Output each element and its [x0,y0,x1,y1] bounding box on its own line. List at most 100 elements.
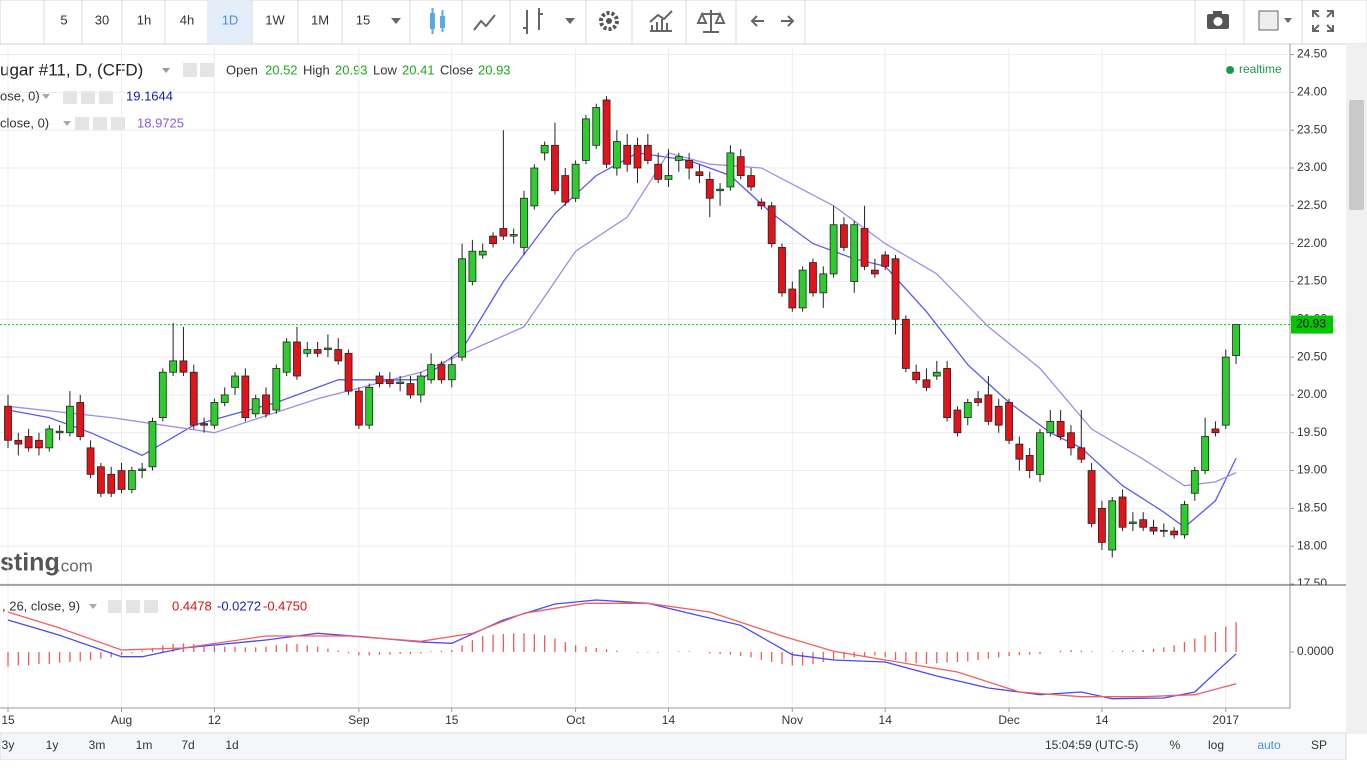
candle-body [912,371,921,381]
range-button[interactable]: 3y [2,738,15,752]
candle-body [643,144,652,161]
candle [468,239,477,286]
candle [76,394,85,441]
scrollbar[interactable] [1346,44,1367,734]
settings-icon[interactable] [599,11,619,31]
candle [767,202,776,248]
interval-button[interactable]: 30 [95,12,109,27]
candle-body [974,398,982,403]
compare-icon[interactable] [696,10,726,33]
candle-body [468,250,477,282]
candle-body [891,258,900,320]
candles-icon[interactable] [430,8,445,34]
candle-body [447,364,456,381]
candle-body [1159,529,1168,532]
candle [437,360,446,384]
candle [685,152,694,180]
candle-body [963,402,972,419]
candle-body [1232,324,1240,356]
candle [840,217,848,252]
y-tick-label: 20.00 [1297,387,1327,401]
macd-line [7,602,1237,698]
candle-body [272,368,281,411]
candle-body [881,254,890,267]
range-button[interactable]: 1y [46,738,59,752]
interval-dropdown[interactable] [391,18,401,24]
scale-option[interactable]: log [1208,738,1224,752]
candle [705,171,714,218]
realtime-label: realtime [1239,62,1282,76]
candle-body [932,371,941,377]
candle-body [1087,470,1096,524]
x-tick-label: 2017 [1212,713,1239,727]
redo-icon[interactable] [781,15,795,27]
snapshot-icon[interactable] [1207,11,1229,29]
range-button[interactable]: 7d [181,738,194,752]
interval-button[interactable]: 15 [356,12,370,27]
title-buttons[interactable] [183,63,214,77]
candle [416,372,425,403]
candle [798,266,807,312]
candle [695,164,704,184]
candle [1159,523,1168,538]
candle [819,266,828,308]
ma-legend-name: ose, 0) [0,88,40,103]
last-price-box [1291,315,1333,334]
chart-type-dropdown[interactable] [565,18,575,24]
interval-button[interactable]: 1M [311,12,329,27]
bars-icon[interactable] [523,8,543,34]
y-tick-label: 19.00 [1297,463,1327,477]
candle [334,338,343,365]
interval-button[interactable]: 1W [265,12,285,27]
candle-body [1201,436,1210,471]
range-button[interactable]: 1d [225,738,238,752]
candle-body [1170,530,1179,536]
candle [881,251,890,271]
undo-icon[interactable] [750,15,764,27]
candle-body [602,99,611,165]
candle [623,133,632,172]
candle [1201,417,1210,475]
macd-legend-value: -0.0272 [217,598,261,613]
range-button[interactable]: 1m [136,738,153,752]
layout-icon[interactable] [1258,10,1292,31]
title-dropdown[interactable] [162,68,170,73]
interval-button[interactable]: 1D [222,12,239,27]
candle-body [35,439,43,449]
candle-body [1108,500,1117,551]
candle-body [716,188,724,192]
close-value: 20.93 [478,62,511,77]
candle-body [633,144,642,169]
candle [24,428,33,452]
indicators-icon[interactable] [649,10,673,32]
candle [375,372,384,388]
last-price-label: 20.93 [1296,317,1326,331]
interval-button[interactable]: 1h [137,12,151,27]
fullscreen-icon[interactable] [1312,10,1334,32]
candle [148,417,157,471]
scale-option[interactable]: % [1170,738,1181,752]
line-icon[interactable] [473,14,496,31]
candle-body [571,163,580,199]
macd-histogram-value: 0.4478 [172,598,212,613]
candle-body [458,258,466,358]
scale-option[interactable]: auto [1257,738,1281,752]
candle-body [623,144,632,165]
candle [633,137,642,184]
candle-body [1077,447,1086,460]
interval-button[interactable]: 5 [60,12,67,27]
candle [520,190,528,255]
range-button[interactable]: 3m [89,738,106,752]
candle [530,164,539,210]
candle [509,228,518,244]
macd-dropdown [89,604,97,609]
interval-button[interactable]: 4h [180,12,194,27]
candle [1025,447,1034,479]
candle [313,341,322,358]
candle-body [509,234,518,237]
candle [551,122,559,195]
scrollbar-thumb[interactable] [1349,100,1364,210]
candle [210,398,219,429]
scale-option[interactable]: SP [1311,738,1327,752]
candle [127,466,136,494]
